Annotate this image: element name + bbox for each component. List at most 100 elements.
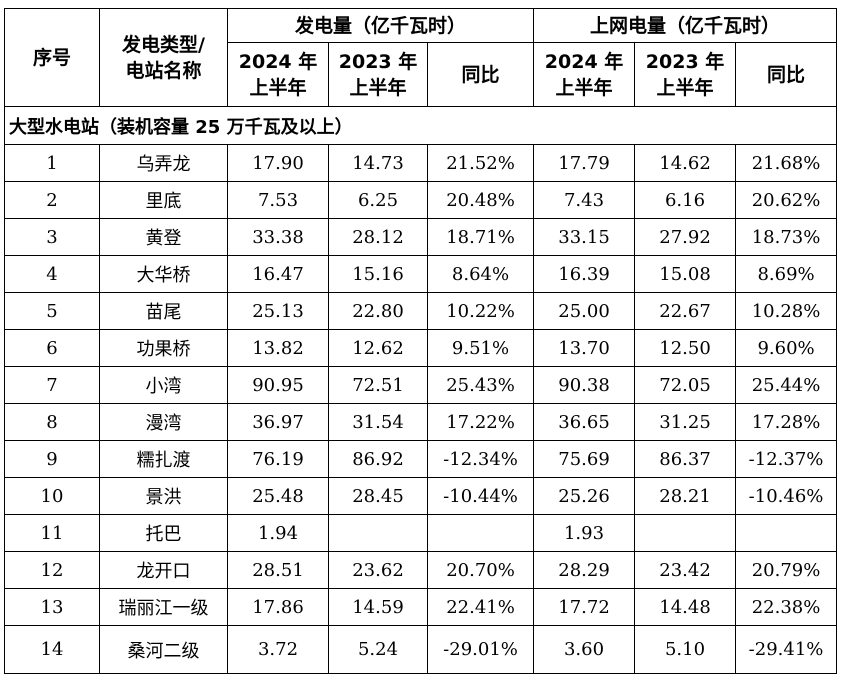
cell-station-name: 糯扎渡: [99, 440, 228, 478]
cell-grid-yoy: -29.41%: [735, 625, 838, 674]
section-title: 大型水电站（装机容量 25 万千瓦及以上）: [3, 106, 838, 145]
cell-grid-2024: 36.65: [533, 403, 636, 441]
cell-station-name: 小湾: [99, 366, 228, 404]
cell-gen-2024: 3.72: [227, 625, 329, 674]
table-row: 9 糯扎渡 76.19 86.92 -12.34% 75.69 86.37 -12.37%: [4, 440, 838, 478]
header-grid-group: 上网电量（亿千瓦时）: [533, 8, 838, 43]
header-generation-group: 发电量（亿千瓦时）: [226, 8, 535, 43]
cell-no: 4: [4, 255, 100, 293]
cell-station-name: 乌弄龙: [99, 144, 228, 182]
cell-gen-2023: 6.25: [328, 181, 428, 219]
cell-grid-2023: 86.37: [634, 440, 737, 478]
cell-grid-yoy: 21.68%: [735, 144, 838, 182]
cell-grid-2023: 5.10: [634, 625, 737, 674]
cell-gen-yoy: -29.01%: [426, 625, 535, 674]
cell-station-name: 瑞丽江一级: [99, 588, 228, 626]
cell-gen-2024: 33.38: [227, 218, 329, 256]
header-grid-2023-line1: 2023 年: [645, 50, 725, 73]
cell-gen-2024: 17.86: [227, 588, 329, 626]
cell-grid-yoy: 10.28%: [735, 292, 838, 330]
cell-no: 3: [4, 218, 100, 256]
table-row: 8 漫湾 36.97 31.54 17.22% 36.65 31.25 17.28%: [4, 403, 838, 441]
cell-grid-2024: 16.39: [533, 255, 636, 293]
cell-gen-2023: 28.45: [328, 477, 428, 515]
table-row: 13 瑞丽江一级 17.86 14.59 22.41% 17.72 14.48 22.38%: [4, 588, 838, 626]
cell-station-name: 里底: [99, 181, 228, 219]
cell-station-name: 景洪: [99, 477, 228, 515]
cell-gen-2024: 25.13: [227, 292, 329, 330]
cell-gen-2024: 28.51: [227, 551, 329, 589]
cell-gen-2024: 17.90: [227, 144, 329, 182]
table-row: 2 里底 7.53 6.25 20.48% 7.43 6.16 20.62%: [4, 181, 838, 219]
cell-no: 13: [4, 588, 100, 626]
header-grid-2023: 2023 年 上半年: [634, 42, 737, 107]
cell-grid-2023: 12.50: [634, 329, 737, 367]
header-grid-2024-line2: 上半年: [555, 76, 613, 99]
table-row: 5 苗尾 25.13 22.80 10.22% 25.00 22.67 10.28%: [4, 292, 838, 330]
header-grid-2024: 2024 年 上半年: [533, 42, 636, 107]
cell-grid-yoy: 8.69%: [735, 255, 838, 293]
cell-grid-yoy: 17.28%: [735, 403, 838, 441]
cell-gen-yoy: 21.52%: [426, 144, 535, 182]
cell-station-name: 大华桥: [99, 255, 228, 293]
cell-gen-2023: 22.80: [328, 292, 428, 330]
table-row: 1 乌弄龙 17.90 14.73 21.52% 17.79 14.62 21.68%: [4, 144, 838, 182]
cell-grid-2024: 7.43: [533, 181, 636, 219]
cell-gen-2023: 14.59: [328, 588, 428, 626]
cell-gen-2024: 25.48: [227, 477, 329, 515]
cell-station-name: 苗尾: [99, 292, 228, 330]
table-row: 11 托巴 1.94 1.93: [4, 514, 838, 552]
cell-grid-2023: 27.92: [634, 218, 737, 256]
cell-gen-2024: 1.94: [227, 514, 329, 552]
cell-no: 10: [4, 477, 100, 515]
cell-grid-yoy: 18.73%: [735, 218, 838, 256]
cell-gen-2023: 5.24: [328, 625, 428, 674]
cell-gen-2023: 72.51: [328, 366, 428, 404]
cell-gen-2023: 23.62: [328, 551, 428, 589]
cell-gen-yoy: -10.44%: [426, 477, 535, 515]
cell-grid-2024: 3.60: [533, 625, 636, 674]
cell-station-name: 托巴: [99, 514, 228, 552]
cell-gen-2023: [328, 514, 428, 552]
table-row: 6 功果桥 13.82 12.62 9.51% 13.70 12.50 9.60%: [4, 329, 838, 367]
cell-grid-yoy: 20.62%: [735, 181, 838, 219]
cell-gen-2023: 31.54: [328, 403, 428, 441]
header-seq: 序号: [4, 8, 100, 107]
cell-grid-yoy: 25.44%: [735, 366, 838, 404]
table-row: 7 小湾 90.95 72.51 25.43% 90.38 72.05 25.44%: [4, 366, 838, 404]
cell-no: 7: [4, 366, 100, 404]
cell-gen-yoy: 20.48%: [426, 181, 535, 219]
cell-gen-2023: 14.73: [328, 144, 428, 182]
cell-station-name: 桑河二级: [99, 625, 228, 674]
cell-gen-2024: 13.82: [227, 329, 329, 367]
cell-station-name: 功果桥: [99, 329, 228, 367]
cell-grid-2023: 72.05: [634, 366, 737, 404]
cell-gen-yoy: 22.41%: [426, 588, 535, 626]
cell-no: 11: [4, 514, 100, 552]
cell-grid-2024: 75.69: [533, 440, 636, 478]
cell-station-name: 龙开口: [99, 551, 228, 589]
table-row: 14 桑河二级 3.72 5.24 -29.01% 3.60 5.10 -29.41%: [4, 625, 838, 674]
header-type-line2: 电站名称: [125, 59, 202, 82]
cell-grid-yoy: -10.46%: [735, 477, 838, 515]
cell-no: 5: [4, 292, 100, 330]
cell-gen-2024: 16.47: [227, 255, 329, 293]
header-gen-yoy: 同比: [426, 42, 535, 107]
cell-gen-2024: 90.95: [227, 366, 329, 404]
cell-gen-yoy: 17.22%: [426, 403, 535, 441]
cell-station-name: 漫湾: [99, 403, 228, 441]
cell-grid-yoy: 20.79%: [735, 551, 838, 589]
header-grid-2023-line2: 上半年: [656, 76, 714, 99]
cell-grid-2023: 23.42: [634, 551, 737, 589]
cell-gen-yoy: 9.51%: [426, 329, 535, 367]
cell-gen-2023: 86.92: [328, 440, 428, 478]
header-grid-yoy: 同比: [735, 42, 838, 107]
header-gen-2024-line1: 2024 年: [238, 50, 318, 73]
cell-grid-2023: [634, 514, 737, 552]
cell-no: 2: [4, 181, 100, 219]
header-grid-2024-line1: 2024 年: [544, 50, 624, 73]
cell-grid-2023: 28.21: [634, 477, 737, 515]
cell-grid-2023: 14.48: [634, 588, 737, 626]
table-row: 3 黄登 33.38 28.12 18.71% 33.15 27.92 18.73%: [4, 218, 838, 256]
cell-gen-yoy: 25.43%: [426, 366, 535, 404]
